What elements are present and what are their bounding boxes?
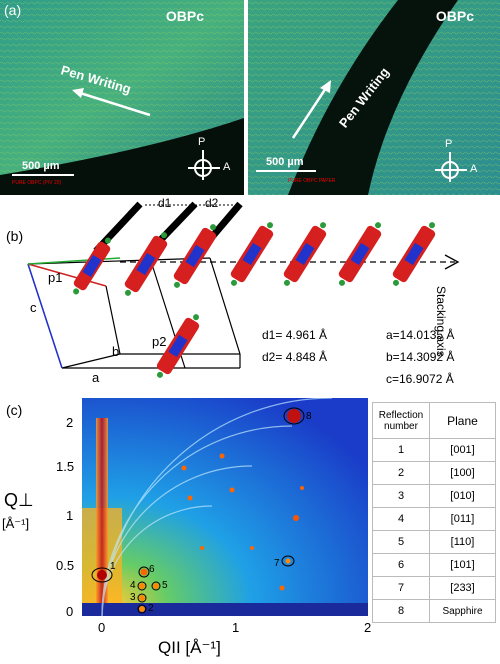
spot-label-2: 2 [148, 603, 154, 614]
x-axis-label: QII [Å⁻¹] [158, 638, 221, 657]
b-value: b=14.3092 Å [386, 350, 455, 364]
d1-value: d1= 4.961 Å [262, 328, 328, 342]
spot-label-4: 4 [130, 580, 136, 591]
micrograph-right: OBPc Pen Writing 500 µm PURE OBPC PAPER … [248, 0, 500, 195]
table-header-plane: Plane [429, 402, 496, 439]
reflection-number: 3 [372, 484, 430, 508]
reflection-number: 2 [372, 461, 430, 485]
a-value: a=14.0135 Å [386, 328, 455, 342]
axis-b-line [27, 257, 121, 265]
micrograph-right-caption: PURE OBPC PAPER [288, 178, 336, 184]
plane: [110] [429, 530, 496, 554]
table-row: 8 Sapphire [372, 599, 496, 623]
panel-b: (b) [0, 196, 500, 396]
x-tick-0: 0 [98, 620, 106, 635]
x-tick-2: 2 [364, 620, 372, 635]
reflection-number: 7 [372, 576, 430, 600]
spot-label-5: 5 [162, 580, 168, 591]
diffraction-spots [97, 409, 304, 612]
spot-label-7: 7 [274, 558, 280, 569]
panel-b-label: (b) [6, 228, 24, 244]
axis-c-line [27, 263, 63, 369]
polarizer-p-left: P [198, 136, 206, 148]
p2-label: p2 [152, 334, 167, 349]
panel-c-label: (c) [6, 402, 23, 418]
table-row: 6 [101] [372, 553, 496, 577]
axis-b-label: b [112, 344, 120, 359]
d2-value: d2= 4.848 Å [262, 350, 328, 364]
giwaxs-map: 1 2 3 4 5 6 7 8 [82, 398, 368, 616]
scale-bar-left [12, 174, 74, 176]
plane: [011] [429, 507, 496, 531]
stacking-axis-arrowhead [444, 254, 460, 270]
d2-top-label: d2 [205, 196, 219, 210]
plane: [010] [429, 484, 496, 508]
micrograph-right-title: OBPc [435, 8, 474, 24]
y-axis-unit: [Å⁻¹] [2, 516, 30, 531]
plane: [100] [429, 461, 496, 485]
spot-label-3: 3 [130, 592, 136, 603]
reflection-number: 1 [372, 438, 430, 462]
spot-label-6: 6 [149, 564, 155, 575]
table-row: 3 [010] [372, 484, 496, 508]
axis-c-label: c [30, 300, 37, 315]
panel-a-label: (a) [4, 2, 22, 18]
table-row: 2 [100] [372, 461, 496, 485]
scale-bar-right [256, 170, 316, 172]
reflection-table: Reflection number Plane 1 [001] 2 [100] 3[… [372, 402, 496, 623]
scale-text-left: 500 µm [22, 160, 60, 172]
plane: Sapphire [429, 599, 496, 623]
spot-label-1: 1 [110, 561, 116, 572]
table-row: 4 [011] [372, 507, 496, 531]
axis-a-label: a [92, 370, 100, 385]
reflection-number: 4 [372, 507, 430, 531]
crystal-structure-diagram [27, 201, 460, 378]
plane: [001] [429, 438, 496, 462]
micrograph-left-title: OBPc [165, 8, 204, 24]
y-tick-0-5: 0.5 [56, 558, 75, 573]
x-tick-1: 1 [232, 620, 240, 635]
giwaxs-map-image [82, 398, 368, 616]
panel-c: (c) [0, 398, 500, 664]
micrograph-left-caption: PURE OBPC (PIV 20) [12, 180, 62, 186]
y-tick-2: 2 [66, 415, 74, 430]
y-axis-label: Q⊥ [4, 490, 34, 510]
reflection-number: 6 [372, 553, 430, 577]
plane: [233] [429, 576, 496, 600]
table-row: 7 [233] [372, 576, 496, 600]
polarizer-p-right: P [445, 138, 453, 150]
plane: [101] [429, 553, 496, 577]
micrograph-left: OBPc Pen Writing 500 µm PURE OBPC (PIV 2… [0, 0, 244, 195]
panel-a: OBPc Pen Writing 500 µm PURE OBPC (PIV 2… [0, 0, 500, 195]
pen-writing-left-arrow [72, 88, 151, 117]
micrograph-left-image [0, 0, 244, 175]
table-row: 5 [110] [372, 530, 496, 554]
c-value: c=16.9072 Å [386, 372, 454, 386]
y-tick-1-5: 1.5 [56, 459, 75, 474]
d1-top-label: d1 [158, 196, 172, 210]
polarizer-icon-left [188, 150, 220, 180]
y-tick-0: 0 [66, 604, 74, 619]
reflection-number: 5 [372, 530, 430, 554]
molecule-stack [73, 222, 436, 378]
reflection-number: 8 [372, 599, 430, 623]
y-tick-1: 1 [66, 508, 74, 523]
analyzer-a-right: A [470, 163, 478, 175]
micrograph-right-image [248, 0, 500, 195]
polarizer-icon-right [435, 152, 467, 182]
spot-label-8: 8 [306, 411, 312, 422]
table-header-reflection: Reflection number [372, 402, 430, 439]
table-row: 1 [001] [372, 438, 496, 462]
p1-label: p1 [48, 270, 63, 285]
axis-a-line [27, 263, 107, 287]
spot-marker-circles [91, 407, 305, 614]
pen-writing-right-arrow [291, 80, 331, 139]
scale-text-right: 500 µm [266, 156, 304, 168]
stacking-axis-label: Stacking axis [434, 286, 448, 357]
analyzer-a-left: A [223, 161, 231, 173]
